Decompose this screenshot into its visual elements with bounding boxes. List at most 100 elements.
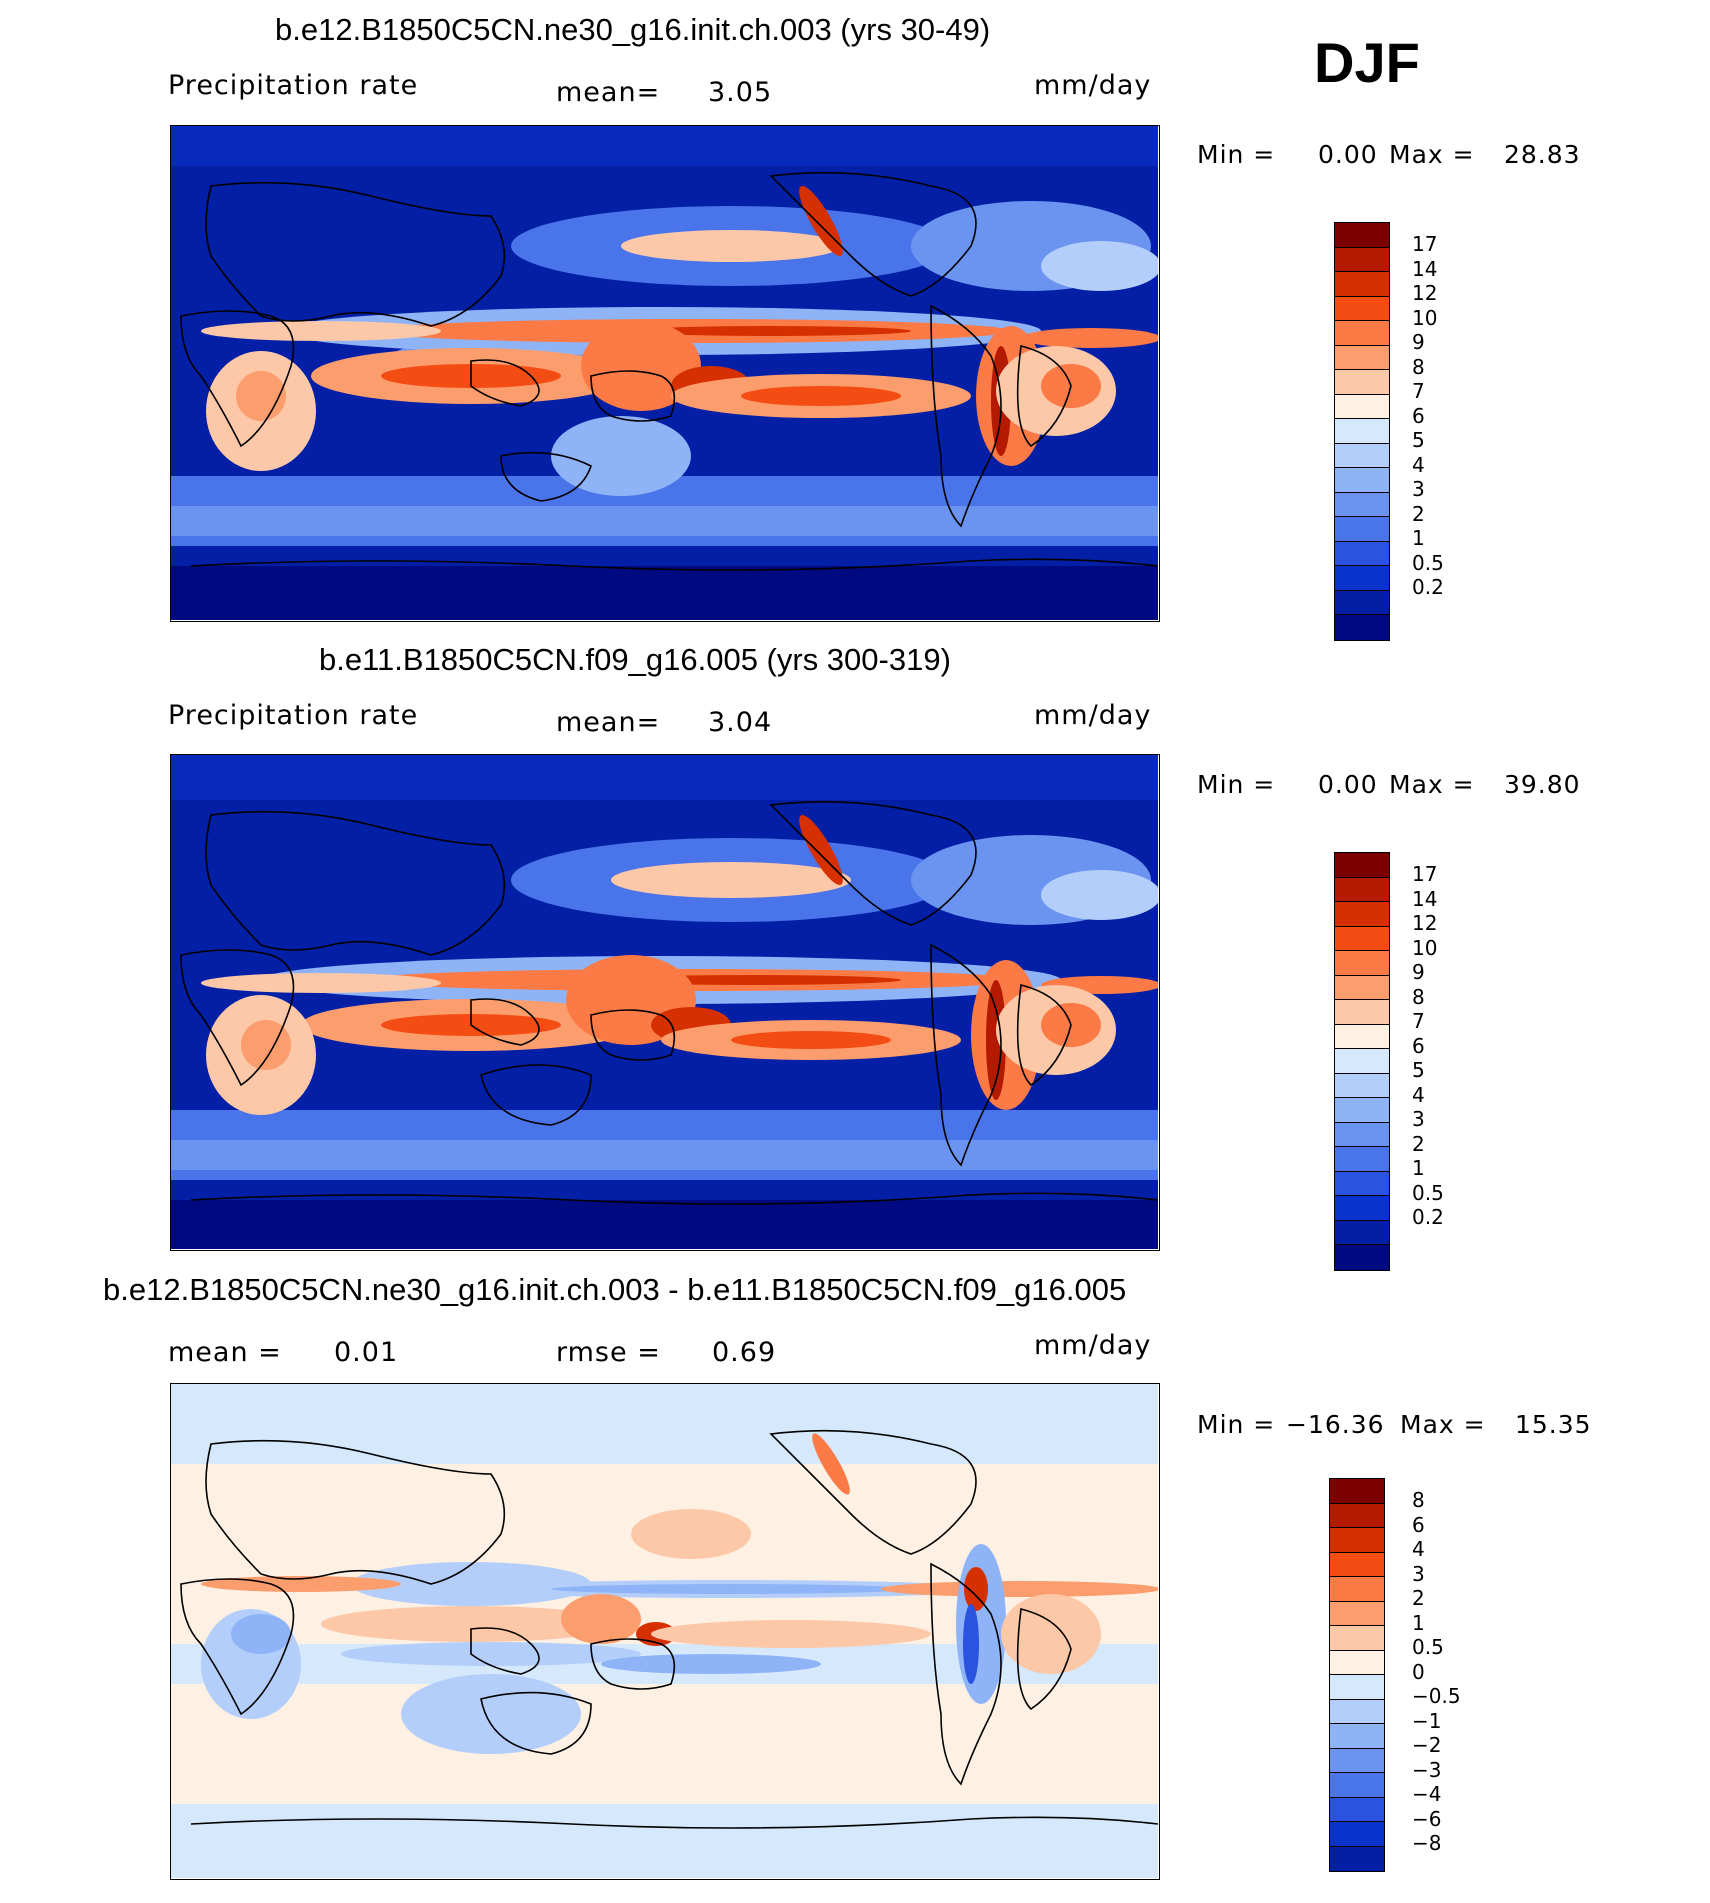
colorbar-tick-label: 12 <box>1412 911 1438 935</box>
panel-title: b.e12.B1850C5CN.ne30_g16.init.ch.003 - b… <box>103 1272 1127 1307</box>
mean-label: mean= <box>556 77 661 108</box>
colorbar-tick-label: 0.2 <box>1412 1205 1444 1229</box>
colorbar-tick-label: 5 <box>1412 1058 1425 1082</box>
colorbar <box>1334 222 1390 641</box>
colorbar-tick-label: 14 <box>1412 256 1438 281</box>
colorbar-swatch <box>1330 1479 1384 1504</box>
colorbar-swatch <box>1330 1699 1384 1724</box>
colorbar-swatch <box>1335 541 1389 566</box>
max-label: Max = <box>1400 1410 1486 1439</box>
colorbar-tick-label: 6 <box>1412 1512 1425 1537</box>
colorbar-swatch <box>1335 853 1389 878</box>
colorbar-swatch <box>1335 272 1389 297</box>
colorbar-swatch <box>1335 1122 1389 1147</box>
colorbar-swatch <box>1330 1577 1384 1602</box>
colorbar-swatch <box>1335 951 1389 976</box>
max-label: Max = <box>1389 770 1475 799</box>
colorbar-swatch <box>1335 1024 1389 1049</box>
colorbar-swatch <box>1335 1073 1389 1098</box>
colorbar-swatch <box>1330 1748 1384 1773</box>
colorbar-tick-label: 5 <box>1412 428 1425 452</box>
colorbar-tick-label: 4 <box>1412 1537 1425 1561</box>
colorbar-tick-label: 10 <box>1412 305 1438 330</box>
colorbar-tick-label: 17 <box>1412 232 1438 256</box>
colorbar-tick-label: −8 <box>1412 1831 1442 1855</box>
colorbar-swatch <box>1335 517 1389 542</box>
colorbar-tick-label: 6 <box>1412 1033 1425 1058</box>
min-label: Min = <box>1197 1410 1276 1439</box>
colorbar-swatch <box>1330 1675 1384 1700</box>
colorbar-swatch <box>1335 975 1389 1000</box>
variable-label: Precipitation rate <box>168 700 419 731</box>
colorbar-swatch <box>1335 247 1389 272</box>
colorbar-tick-label: −4 <box>1412 1782 1442 1806</box>
colorbar-tick-label: 3 <box>1412 1561 1425 1586</box>
units-label: mm/day <box>1034 70 1152 101</box>
colorbar-swatch <box>1335 1171 1389 1196</box>
colorbar-tick-label: 17 <box>1412 862 1438 886</box>
colorbar-swatch <box>1335 1147 1389 1172</box>
colorbar-tick-label: 2 <box>1412 1586 1425 1610</box>
colorbar-tick-label: 8 <box>1412 1488 1425 1512</box>
colorbar-tick-label: 0.2 <box>1412 575 1444 599</box>
colorbar-swatch <box>1330 1724 1384 1749</box>
colorbar-swatch <box>1335 419 1389 444</box>
colorbar-tick-label: 7 <box>1412 379 1425 403</box>
min-label: Min = <box>1197 770 1276 799</box>
colorbar-tick-label: 4 <box>1412 452 1425 477</box>
colorbar-tick-label: 1 <box>1412 1156 1425 1180</box>
colorbar-swatch <box>1330 1846 1384 1871</box>
colorbar-swatch <box>1335 468 1389 493</box>
colorbar-swatch <box>1335 566 1389 591</box>
precip-map-model-a <box>170 125 1160 622</box>
units-label: mm/day <box>1034 1330 1152 1361</box>
colorbar-swatch <box>1335 345 1389 370</box>
colorbar <box>1334 852 1390 1271</box>
colorbar-swatch <box>1330 1503 1384 1528</box>
min-value: −16.36 <box>1286 1410 1385 1439</box>
mean-label: mean= <box>556 707 661 738</box>
max-value: 39.80 <box>1504 770 1581 799</box>
colorbar-tick-label: 14 <box>1412 886 1438 911</box>
min-label: Min = <box>1197 140 1276 169</box>
colorbar-swatch <box>1330 1528 1384 1553</box>
panel-title: b.e11.B1850C5CN.f09_g16.005 (yrs 300-319… <box>319 642 951 677</box>
colorbar-tick-label: 1 <box>1412 1610 1425 1635</box>
colorbar-swatch <box>1330 1773 1384 1798</box>
colorbar-swatch <box>1335 1196 1389 1221</box>
mean-value: 3.05 <box>708 77 773 108</box>
colorbar-swatch <box>1335 223 1389 248</box>
colorbar-tick-label: 7 <box>1412 1009 1425 1033</box>
panel-title: b.e12.B1850C5CN.ne30_g16.init.ch.003 (yr… <box>275 12 991 47</box>
colorbar-tick-label: 9 <box>1412 330 1425 354</box>
colorbar-swatch <box>1330 1601 1384 1626</box>
colorbar-swatch <box>1335 492 1389 517</box>
colorbar-swatch <box>1330 1797 1384 1822</box>
colorbar-tick-label: 10 <box>1412 935 1438 960</box>
season-label: DJF <box>1314 31 1420 94</box>
colorbar-tick-label: 0.5 <box>1412 1180 1444 1205</box>
colorbar-swatch <box>1335 394 1389 419</box>
colorbar-tick-label: 0 <box>1412 1659 1425 1684</box>
colorbar-swatch <box>1330 1626 1384 1651</box>
colorbar-tick-label: 0.5 <box>1412 550 1444 575</box>
colorbar-tick-label: −2 <box>1412 1733 1442 1757</box>
colorbar <box>1329 1478 1385 1872</box>
variable-label: Precipitation rate <box>168 70 419 101</box>
colorbar-tick-label: 3 <box>1412 477 1425 501</box>
colorbar-tick-label: 3 <box>1412 1107 1425 1131</box>
colorbar-swatch <box>1335 1220 1389 1245</box>
mean-label: mean = <box>168 1337 282 1368</box>
mean-value: 0.01 <box>334 1337 399 1368</box>
colorbar-tick-label: −3 <box>1412 1757 1442 1782</box>
colorbar-tick-label: 8 <box>1412 354 1425 379</box>
colorbar-swatch <box>1335 443 1389 468</box>
colorbar-swatch <box>1330 1552 1384 1577</box>
colorbar-tick-label: 12 <box>1412 281 1438 305</box>
colorbar-swatch <box>1330 1650 1384 1675</box>
colorbar-swatch <box>1335 1245 1389 1270</box>
colorbar-swatch <box>1335 296 1389 321</box>
colorbar-swatch <box>1335 370 1389 395</box>
colorbar-tick-label: 8 <box>1412 984 1425 1009</box>
colorbar-swatch <box>1335 321 1389 346</box>
